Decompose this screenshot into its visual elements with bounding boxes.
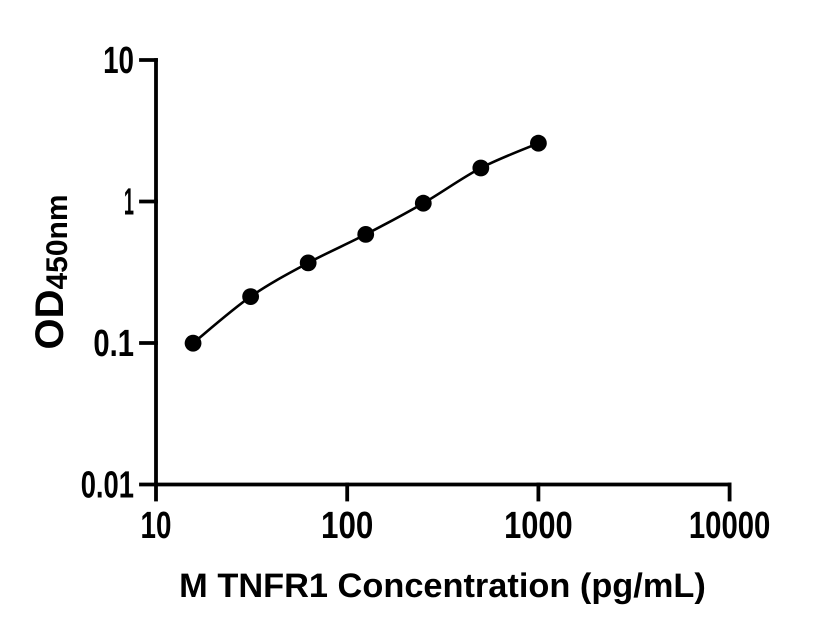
svg-text:M TNFR1 Concentration (pg/mL): M TNFR1 Concentration (pg/mL) <box>179 567 706 605</box>
svg-text:10000: 10000 <box>689 505 771 547</box>
svg-text:10: 10 <box>141 505 172 547</box>
svg-text:0.1: 0.1 <box>93 323 134 365</box>
svg-text:100: 100 <box>321 505 373 547</box>
svg-text:OD450nm: OD450nm <box>28 194 74 349</box>
svg-text:0.01: 0.01 <box>81 465 134 507</box>
svg-text:1000: 1000 <box>504 505 573 547</box>
svg-text:10: 10 <box>103 40 134 82</box>
svg-text:1: 1 <box>124 182 134 224</box>
